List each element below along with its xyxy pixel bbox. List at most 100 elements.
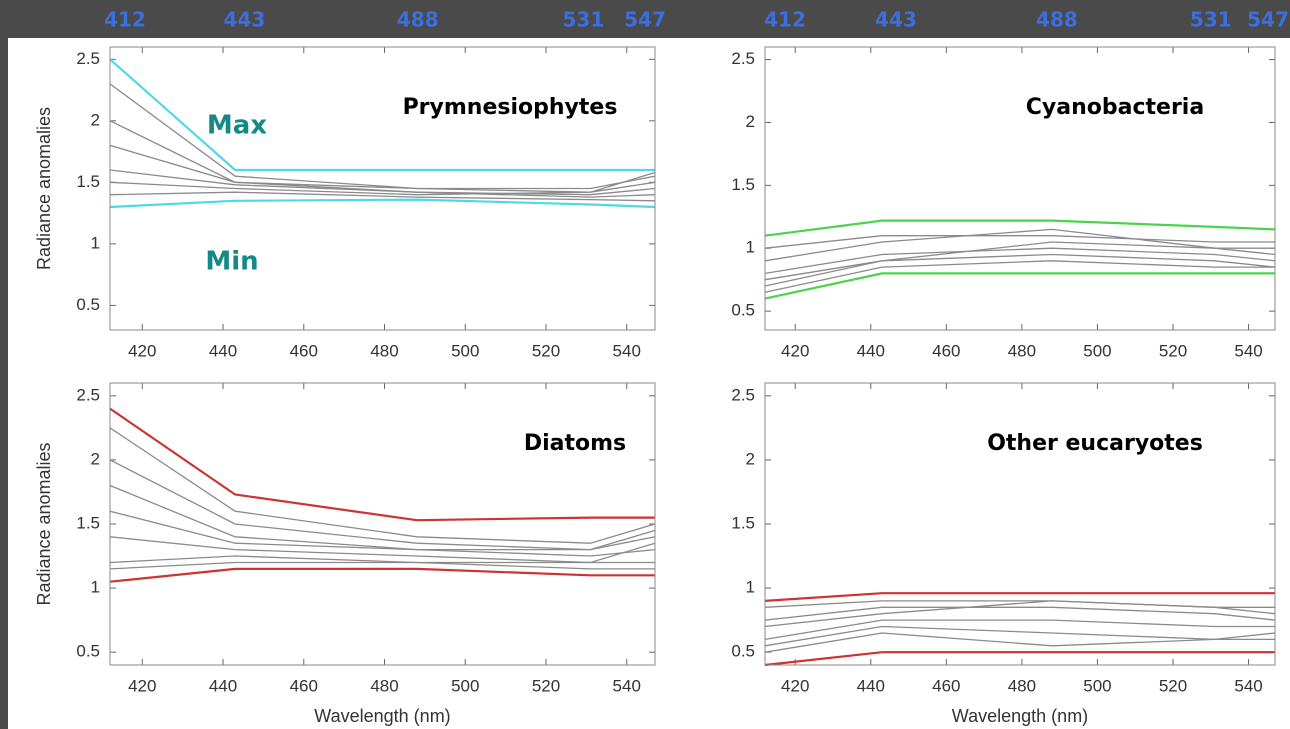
- band-label: 488: [397, 8, 439, 32]
- series-line: [764, 619, 1275, 641]
- series-line: [109, 144, 656, 190]
- chart-title: Other eucaryotes: [987, 431, 1203, 456]
- max-label: Max: [207, 111, 267, 141]
- series-line: [764, 651, 1275, 667]
- y-tick-label: 2: [746, 449, 755, 468]
- series-line: [109, 58, 655, 172]
- band-label: 412: [104, 8, 146, 32]
- x-tick-label: 480: [370, 341, 398, 360]
- x-tick-label: 520: [532, 341, 560, 360]
- x-axis-label: Wavelength (nm): [952, 706, 1088, 726]
- x-tick-label: 520: [532, 676, 560, 695]
- band-label: 412: [764, 8, 806, 32]
- y-tick-label: 0.5: [731, 642, 755, 661]
- y-tick-label: 0.5: [76, 642, 100, 661]
- plot-frame: [764, 46, 1276, 331]
- series-line: [109, 169, 656, 198]
- y-tick-label: 1.5: [731, 175, 755, 194]
- y-axis-label: Radiance anomalies: [34, 442, 54, 605]
- x-tick-label: 540: [613, 676, 641, 695]
- y-tick-label: 0.5: [76, 295, 100, 314]
- series-line: [764, 219, 1276, 237]
- y-tick-label: 2: [91, 449, 100, 468]
- x-tick-label: 540: [613, 341, 641, 360]
- series-line: [764, 228, 1276, 262]
- series-line: [764, 606, 1276, 621]
- series-line: [764, 253, 1276, 281]
- band-label: 443: [875, 8, 917, 32]
- plot-frame: [109, 46, 656, 331]
- plot-frame: [109, 382, 656, 666]
- x-tick-label: 460: [932, 341, 960, 360]
- x-tick-label: 520: [1159, 341, 1187, 360]
- series-line: [109, 191, 656, 202]
- series-line: [109, 510, 656, 551]
- series-line: [109, 427, 656, 544]
- series-line: [109, 171, 656, 196]
- x-tick-label: 420: [781, 676, 809, 695]
- series-line: [109, 407, 655, 522]
- x-tick-label: 540: [1234, 341, 1262, 360]
- x-tick-label: 440: [857, 341, 885, 360]
- series-line: [764, 260, 1275, 293]
- x-tick-label: 460: [932, 676, 960, 695]
- x-tick-label: 480: [1008, 341, 1036, 360]
- x-tick-label: 520: [1159, 676, 1187, 695]
- band-label: 488: [1036, 8, 1078, 32]
- series-line: [109, 561, 655, 570]
- y-tick-label: 1: [91, 233, 100, 252]
- y-tick-label: 1: [746, 238, 755, 257]
- y-tick-label: 2: [746, 112, 755, 131]
- x-tick-label: 480: [1008, 676, 1036, 695]
- plot-area: [110, 383, 655, 665]
- y-tick-label: 2.5: [76, 49, 100, 68]
- x-tick-label: 460: [290, 341, 318, 360]
- series-line: [764, 600, 1276, 628]
- band-label: 547: [1247, 8, 1289, 32]
- series-line: [764, 272, 1275, 300]
- y-tick-label: 0.5: [731, 301, 755, 320]
- x-tick-label: 440: [209, 341, 237, 360]
- y-tick-label: 1.5: [731, 513, 755, 532]
- x-tick-label: 420: [128, 676, 156, 695]
- min-label: Min: [205, 247, 258, 277]
- series-line: [764, 247, 1276, 275]
- series-line: [109, 198, 656, 209]
- y-tick-label: 1: [746, 578, 755, 597]
- x-tick-label: 500: [451, 341, 479, 360]
- series-line: [764, 625, 1275, 647]
- series-line: [109, 536, 655, 564]
- y-tick-label: 1.5: [76, 172, 100, 191]
- band-label: 547: [624, 8, 666, 32]
- y-tick-label: 2.5: [731, 385, 755, 404]
- band-label: 531: [1190, 8, 1232, 32]
- x-tick-label: 460: [290, 676, 318, 695]
- y-axis-label: Radiance anomalies: [34, 107, 54, 270]
- series-line: [764, 632, 1276, 653]
- x-tick-label: 500: [451, 676, 479, 695]
- plot-area: [765, 383, 1275, 665]
- band-label: 443: [224, 8, 266, 32]
- x-tick-label: 500: [1083, 341, 1111, 360]
- y-tick-label: 2: [91, 110, 100, 129]
- plot-area: [765, 47, 1275, 330]
- series-line: [764, 235, 1275, 249]
- y-tick-label: 1: [91, 578, 100, 597]
- series-line: [764, 592, 1275, 602]
- series-line: [764, 241, 1275, 287]
- plot-frame: [764, 382, 1276, 666]
- x-tick-label: 440: [209, 676, 237, 695]
- x-tick-label: 420: [128, 341, 156, 360]
- chart-title: Prymnesiophytes: [403, 95, 618, 120]
- x-tick-label: 420: [781, 341, 809, 360]
- x-tick-label: 500: [1083, 676, 1111, 695]
- series-line: [109, 567, 655, 583]
- y-tick-label: 2.5: [76, 385, 100, 404]
- y-tick-label: 1.5: [76, 513, 100, 532]
- x-tick-label: 480: [370, 676, 398, 695]
- series-line: [109, 459, 656, 551]
- band-label: 531: [562, 8, 604, 32]
- x-tick-label: 540: [1234, 676, 1262, 695]
